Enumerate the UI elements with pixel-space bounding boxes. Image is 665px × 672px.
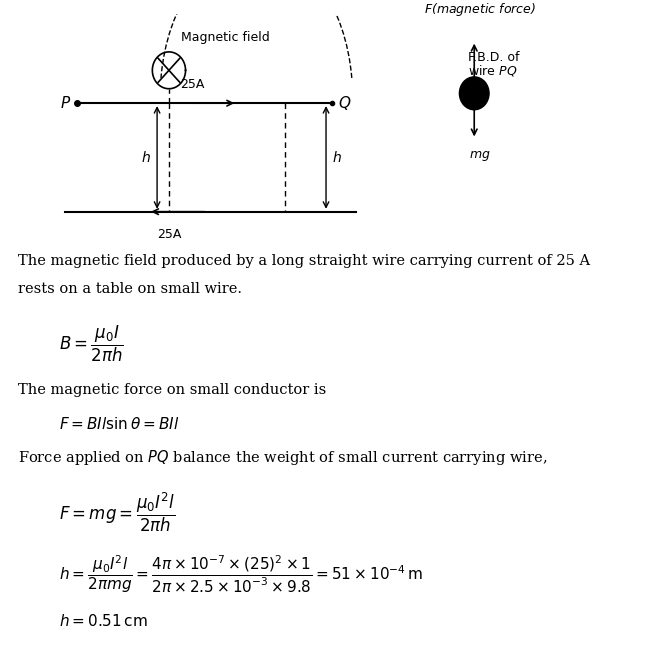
Text: 25A: 25A <box>157 228 181 241</box>
Text: $B = \dfrac{\mu_0 I}{2\pi h}$: $B = \dfrac{\mu_0 I}{2\pi h}$ <box>59 323 124 364</box>
Text: Magnetic field: Magnetic field <box>181 31 269 44</box>
Text: The magnetic force on small conductor is: The magnetic force on small conductor is <box>18 382 326 396</box>
Text: Force applied on $PQ$ balance the weight of small current carrying wire,: Force applied on $PQ$ balance the weight… <box>18 448 547 468</box>
Text: wire $PQ$: wire $PQ$ <box>468 62 517 78</box>
Text: $h$: $h$ <box>332 150 342 165</box>
Text: F.B.D. of: F.B.D. of <box>468 50 520 64</box>
Text: rests on a table on small wire.: rests on a table on small wire. <box>18 282 242 296</box>
Text: $h = \dfrac{\mu_0 I^2 l}{2\pi mg} = \dfrac{4\pi \times 10^{-7} \times (25)^2 \ti: $h = \dfrac{\mu_0 I^2 l}{2\pi mg} = \dfr… <box>59 554 424 595</box>
Circle shape <box>460 77 489 110</box>
Text: $h$: $h$ <box>141 150 151 165</box>
Text: $F$(magnetic force): $F$(magnetic force) <box>424 1 536 17</box>
Text: $mg$: $mg$ <box>469 149 491 163</box>
Text: The magnetic field produced by a long straight wire carrying current of 25 A: The magnetic field produced by a long st… <box>18 255 590 268</box>
Text: $P$: $P$ <box>60 95 71 111</box>
Text: $F = BIl\sin\theta = BIl$: $F = BIl\sin\theta = BIl$ <box>59 415 180 431</box>
Text: 25A: 25A <box>180 79 205 91</box>
Text: $F = mg = \dfrac{\mu_0 I^2 l}{2\pi h}$: $F = mg = \dfrac{\mu_0 I^2 l}{2\pi h}$ <box>59 491 176 534</box>
Text: $Q$: $Q$ <box>338 94 351 112</box>
Text: $h = 0.51\,\mathrm{cm}$: $h = 0.51\,\mathrm{cm}$ <box>59 613 148 629</box>
